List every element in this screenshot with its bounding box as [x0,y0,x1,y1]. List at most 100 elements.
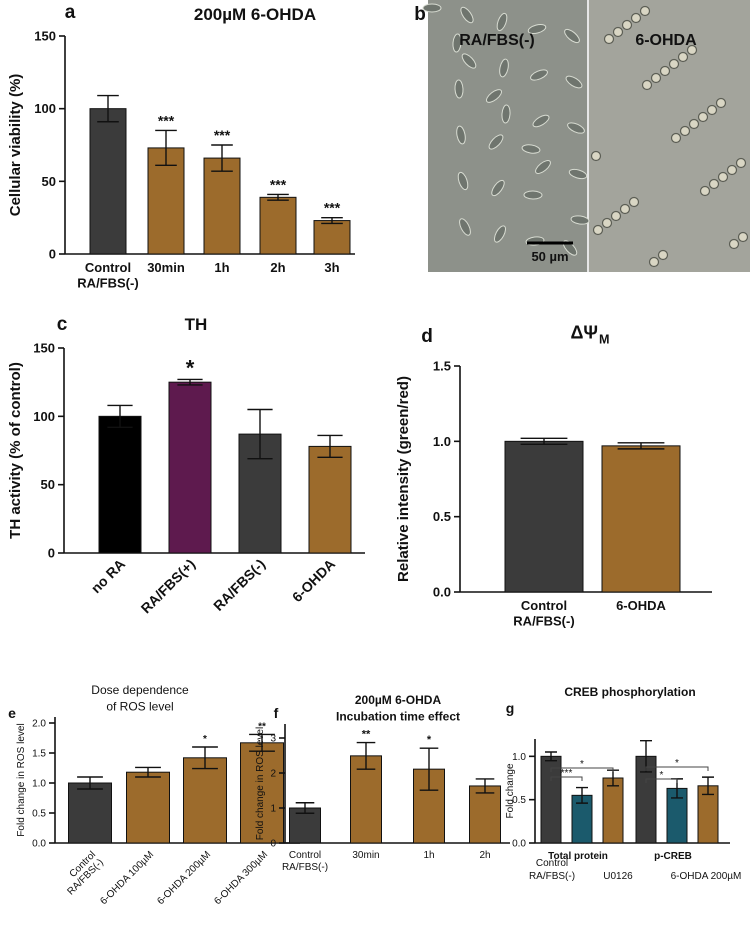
cell [535,160,551,174]
y-tick-label: 2.0 [32,719,46,730]
error-bar [247,408,273,460]
significance: *** [324,200,341,216]
legend-label: Control RA/FBS(-) [529,858,575,882]
cell [706,104,718,116]
chart-title: CREB phosphorylation [564,685,695,699]
y-tick-label: 100 [34,101,56,116]
error-bar [77,776,103,790]
cell [565,75,583,89]
significance-bracket [550,767,614,772]
chart-title: TH [185,315,208,334]
bar [601,445,681,593]
cell [564,28,580,44]
cell [523,190,543,200]
significance-bracket [645,778,678,783]
y-tick-label: 1.0 [512,752,526,763]
cell [728,238,740,250]
image-label: 6-OHDA [635,32,697,49]
cell [461,53,477,69]
x-tick-label: RA/FBS(+) [138,556,199,617]
panel-letter: g [506,700,515,716]
y-axis-label: Fold change in ROS level [16,723,27,836]
cell [619,203,631,215]
cell [688,118,700,130]
y-tick-label: 50 [42,174,56,189]
cell [677,51,689,63]
y-tick-label: 1 [270,804,276,815]
error-bar [419,747,439,791]
x-tick-label: 2h [479,850,490,861]
panel-letter: d [421,326,433,347]
x-tick-label: no RA [88,556,128,596]
y-tick-label: 0 [270,839,276,850]
cell [568,168,588,180]
significance: ** [258,721,266,732]
error-bar [321,216,343,225]
cell [686,44,698,56]
cell [737,231,749,243]
error-bar [617,442,665,450]
cell [530,69,548,81]
bar [68,782,112,844]
cell [567,122,585,134]
cell [590,150,602,162]
significance: *** [214,127,231,143]
cell [527,23,547,35]
bar [308,445,352,554]
cell [708,178,720,190]
y-axis-label: Cellular viability (%) [7,74,24,217]
cell [499,58,509,78]
y-tick-label: 1.5 [433,359,451,374]
y-tick-label: 3 [270,734,276,745]
significance: * [186,355,195,380]
y-tick-label: 0 [48,546,55,561]
significance: *** [270,176,287,192]
significance: * [580,759,584,770]
error-bar [702,776,714,796]
cell [697,111,709,123]
cell [460,6,474,24]
error-bar [545,751,557,762]
cell [422,3,442,13]
cell [659,65,671,77]
cell [532,114,550,128]
cell [456,125,466,145]
cell [641,79,653,91]
error-bar [249,733,275,752]
x-tick-label: 6-OHDA [289,556,338,605]
y-tick-label: 0.5 [512,795,526,806]
bar [602,777,624,844]
error-bar [356,741,376,770]
cell [501,104,511,124]
y-tick-label: 150 [33,341,55,356]
error-bar [475,778,495,794]
micrograph [428,0,750,272]
panel-letter: b [414,4,426,25]
significance: ** [362,729,371,741]
cell [454,79,464,99]
y-tick-label: 1.5 [32,749,46,760]
cell [628,196,640,208]
y-tick-label: 1.0 [32,779,46,790]
cell [639,5,651,17]
panel-letter: f [274,705,279,721]
x-tick-label: ControlRA/FBS(-) [58,849,106,897]
bar [168,381,212,554]
bar [89,108,127,255]
y-tick-label: 0 [49,247,56,262]
x-tick-label: 1h [214,260,229,275]
cell [452,33,462,53]
cell [485,89,503,103]
y-tick-label: 0.5 [433,509,451,524]
y-axis-label: Fold change in ROS level [255,727,266,840]
error-bar [520,437,568,446]
x-tick-label: 3h [324,260,339,275]
bar [313,220,351,255]
bar [469,785,501,844]
x-tick-label: RA/FBS(-) [210,556,268,614]
y-tick-label: 0.0 [512,839,526,850]
cell [612,26,624,38]
y-tick-label: 50 [41,477,55,492]
